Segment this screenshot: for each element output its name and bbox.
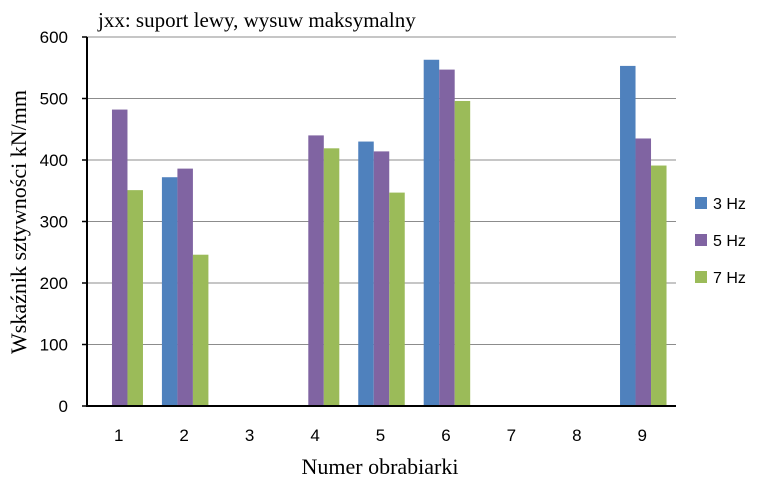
x-tick-label: 8 (572, 426, 581, 445)
bar-5hz-4 (308, 135, 324, 406)
legend-swatch (695, 197, 707, 209)
bar-5hz-1 (111, 109, 128, 406)
x-tick-label: 4 (310, 426, 319, 445)
y-tick-label: 0 (59, 397, 68, 416)
bar-5hz-9 (635, 138, 652, 406)
bar-7hz-9 (651, 165, 667, 406)
bar-3hz-2 (161, 177, 178, 406)
bar-7hz-5 (389, 192, 405, 406)
bar-7hz-4 (323, 148, 340, 406)
y-tick-label: 500 (40, 90, 68, 109)
y-tick-label: 600 (40, 28, 68, 47)
legend: 3 Hz 5 Hz 7 Hz (695, 196, 746, 287)
x-tick-label: 2 (179, 426, 188, 445)
bar-5hz-2 (177, 168, 193, 406)
bar-7hz-2 (192, 254, 209, 406)
legend-swatch (695, 234, 707, 246)
bar-7hz-6 (454, 100, 471, 407)
bars (111, 59, 667, 407)
y-tick-label: 200 (40, 274, 68, 293)
legend-swatch (695, 271, 707, 283)
x-tick-labels: 1 2 3 4 5 6 7 8 9 (114, 426, 647, 445)
x-tick-label: 6 (441, 426, 450, 445)
legend-label: 3 Hz (713, 196, 746, 213)
bar-5hz-6 (439, 69, 455, 406)
legend-label: 7 Hz (713, 270, 746, 287)
bar-7hz-1 (127, 190, 143, 406)
y-tick-label: 300 (40, 213, 68, 232)
x-tick-label: 1 (114, 426, 123, 445)
x-axis-label: Numer obrabiarki (302, 454, 459, 479)
bar-3hz-9 (620, 65, 636, 406)
bar-3hz-6 (423, 59, 440, 406)
x-tick-label: 3 (245, 426, 254, 445)
bar-3hz-5 (358, 141, 374, 407)
y-tick-labels: 0 100 200 300 400 500 600 (40, 28, 68, 416)
bar-5hz-5 (373, 151, 390, 406)
x-tick-label: 5 (376, 426, 385, 445)
chart-title: jxx: suport lewy, wysuw maksymalny (97, 8, 416, 32)
x-tick-label: 9 (638, 426, 647, 445)
y-axis-label: Wskaźnik sztywności kN/mm (6, 90, 31, 354)
axes (82, 36, 676, 407)
y-tick-label: 100 (40, 336, 68, 355)
x-tick-label: 7 (507, 426, 516, 445)
y-tick-label: 400 (40, 151, 68, 170)
legend-label: 5 Hz (713, 233, 746, 250)
